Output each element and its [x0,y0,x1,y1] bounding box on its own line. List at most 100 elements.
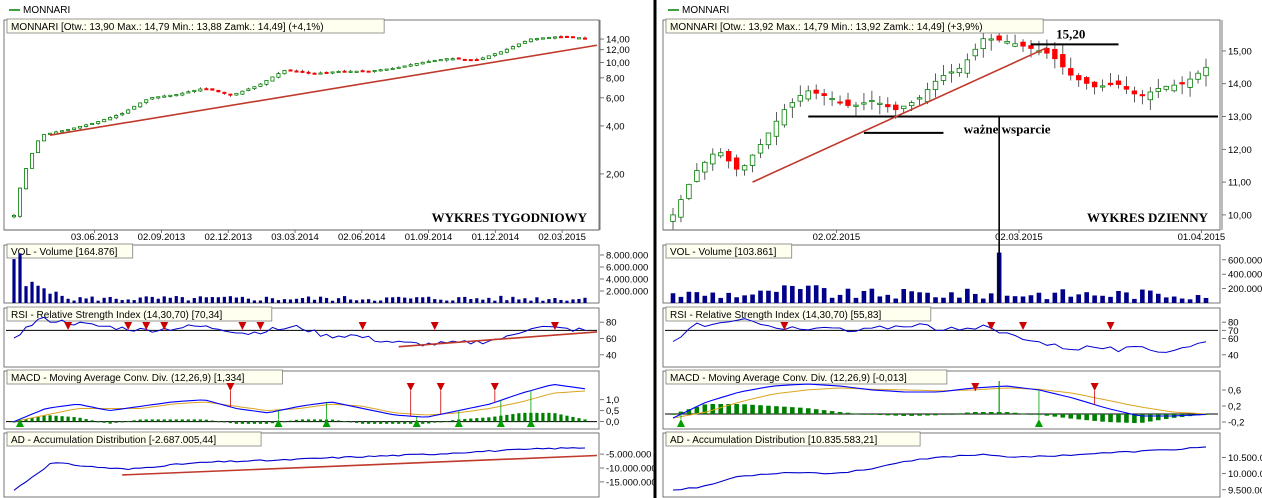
weekly-candle [486,55,491,59]
daily-candle [1107,82,1114,86]
weekly-volume-bar [204,297,208,303]
weekly-candle [438,59,443,62]
daily-candle [1099,85,1106,88]
weekly-volume-bar [180,297,184,303]
daily-rsi-tick-label: 80 [1228,318,1239,329]
weekly-price-legend: MONNARI [Otw.: 13,90 Max.: 14,79 Min.: 1… [11,22,324,33]
daily-candle [980,38,986,49]
weekly-macd-histogram-bar [505,414,509,422]
daily-candle [741,165,748,171]
daily-macd-histogram-bar [678,411,684,414]
daily-macd-histogram-bar [734,404,739,414]
daily-macd-histogram-bar [933,414,938,416]
daily-volume-bar [1012,296,1018,303]
daily-macd-tick-label: 0,6 [1228,386,1241,397]
weekly-volume-bar [577,298,581,303]
weekly-macd-tick-label: 0,5 [606,406,619,417]
weekly-volume-bar [379,300,383,303]
weekly-volume-bar [12,259,16,303]
daily-price-legend-box [665,18,1044,34]
weekly-macd-histogram-bar [222,421,226,423]
daily-macd-histogram-bar [790,407,795,414]
daily-volume-bar [805,285,811,303]
daily-candle [686,183,692,199]
weekly-volume-bar [583,297,587,303]
weekly-macd-histogram-bar [487,417,491,422]
daily-candle [805,90,811,100]
daily-macd-histogram-bar [670,414,676,415]
weekly-ad-tick-label: -10.000.000 [606,464,657,475]
weekly-candle [216,89,221,93]
daily-price-tick-label: 13,00 [1228,112,1252,123]
daily-candle [789,102,796,108]
weekly-macd-histogram-bar [114,421,118,423]
daily-candle [1131,90,1138,95]
daily-volume-bar [1020,296,1026,303]
daily-macd-histogram-bar [686,409,692,414]
daily-macd-histogram-bar [837,412,843,414]
daily-price-tick-label: 14,00 [1228,79,1252,90]
weekly-volume-bar [348,299,353,303]
daily-candle [1179,82,1185,85]
daily-macd-histogram-bar [813,409,819,414]
daily-rsi-sell-arrow [1106,322,1115,330]
daily-candle [932,80,939,90]
weekly-vol-tick-label: 8.000.000 [606,251,648,262]
weekly-volume-bar [547,299,551,303]
weekly-volume-bar [355,300,359,303]
daily-candle [1187,78,1193,88]
weekly-volume-bar [499,295,503,303]
weekly-volume-bar [306,296,311,303]
daily-candle [908,102,915,107]
daily-macd-histogram-bar [726,404,731,414]
weekly-macd-histogram-bar [361,421,365,424]
weekly-candle [396,66,401,69]
weekly-trendline [49,44,598,136]
daily-volume-bar [1155,293,1161,303]
weekly-macd-histogram-bar [12,421,16,423]
daily-volume-bar [1116,291,1121,303]
weekly-date-tick-label: 03.06.2013 [71,232,119,243]
weekly-candle [432,60,437,63]
weekly-volume-bar [30,281,34,303]
weekly-volume-bar [78,297,82,303]
weekly-volume-bar [451,300,455,303]
daily-macd-histogram-bar [758,405,763,414]
weekly-candle [90,122,95,125]
weekly-rsi-sell-arrow [430,322,439,330]
weekly-candle [480,57,485,60]
weekly-candle [288,69,293,72]
daily-candle [916,97,923,100]
daily-candle [1068,68,1074,76]
weekly-rsi-sell-arrow [238,322,247,330]
weekly-volume-bar [505,300,509,303]
weekly-rsi-sell-arrow [142,322,151,330]
weekly-candle [318,72,323,75]
daily-volume-bar [1060,289,1066,303]
weekly-volume-bar [415,297,419,303]
weekly-candle [372,70,377,73]
weekly-candle [60,130,65,133]
weekly-ad-tick-label: -5.000.000 [606,450,651,461]
weekly-macd-histogram-bar [192,419,196,422]
daily-price-tick-label: 11,00 [1228,178,1251,189]
daily-candle [1083,77,1090,84]
weekly-price-tick-label: 6,00 [606,93,625,104]
daily-candle [901,105,907,109]
weekly-volume-bar [571,299,575,303]
weekly-volume-bar [312,299,317,303]
daily-volume-bar [678,296,684,303]
daily-candle [749,154,756,166]
daily-candle [821,93,827,96]
daily-macd-histogram-bar [917,414,922,416]
daily-macd-histogram-bar [718,404,724,414]
weekly-candle [210,88,215,91]
daily-volume-bar [957,297,962,303]
weekly-vol-tick-label: 4.000.000 [606,275,648,286]
daily-candle [781,109,788,126]
daily-macd-histogram-bar [1052,414,1058,417]
daily-macd-histogram-bar [972,412,978,414]
daily-candle [773,120,780,137]
weekly-volume-bar [421,297,425,303]
daily-macd-histogram-bar [1084,414,1089,421]
